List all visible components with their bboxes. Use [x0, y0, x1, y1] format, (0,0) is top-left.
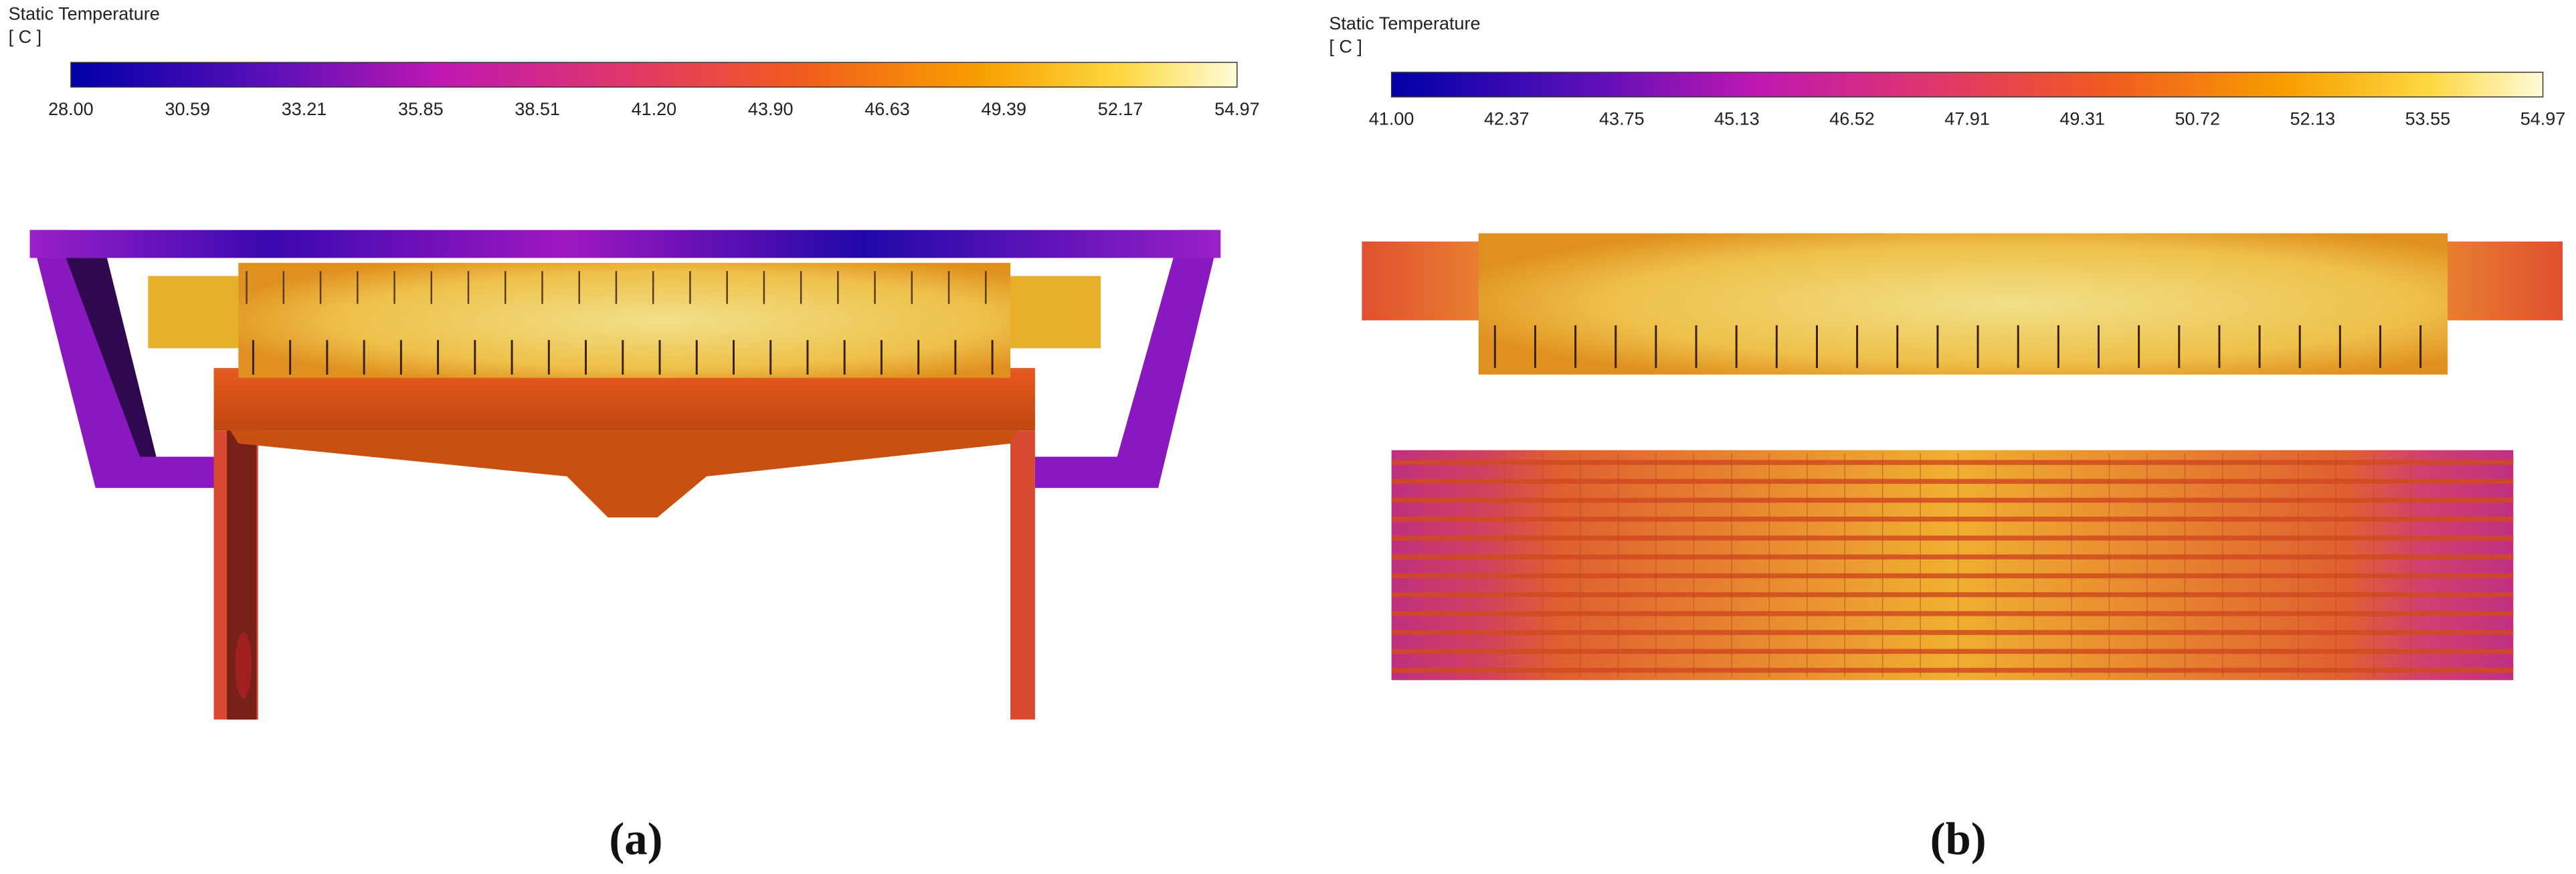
tick-label: 28.00 — [48, 99, 94, 119]
tick-label: 41.00 — [1369, 109, 1414, 129]
tick-label: 42.37 — [1484, 109, 1530, 129]
tick-label: 45.13 — [1714, 109, 1760, 129]
model-b — [1362, 233, 2563, 681]
tick-label: 49.31 — [2059, 109, 2105, 129]
plate — [1391, 592, 2514, 598]
body — [238, 262, 1011, 378]
frame-left — [29, 230, 214, 489]
tick-label: 43.90 — [748, 99, 794, 119]
stand — [213, 367, 1035, 431]
colorbar-ticks: 41.00 42.37 43.75 45.13 46.52 47.91 49.31 50.72… — [1369, 109, 2565, 129]
colorbar — [1390, 72, 2544, 98]
plate — [1391, 630, 2514, 635]
plate — [1391, 611, 2514, 616]
fins — [246, 271, 994, 375]
colorbar-title: Static Temperature — [1329, 13, 1480, 33]
stack — [1391, 450, 2514, 681]
tick-label: 54.97 — [2520, 109, 2566, 129]
tick-label: 52.17 — [1098, 99, 1143, 119]
tick-label: 46.52 — [1829, 109, 1875, 129]
body — [1478, 233, 2448, 375]
colorbar — [70, 62, 1238, 88]
colorbar-ticks: 28.00 30.59 33.21 35.85 38.51 41.20 43.90 46.63… — [48, 99, 1260, 119]
tick-label: 38.51 — [515, 99, 560, 119]
funnel — [230, 430, 1019, 518]
tick-label: 33.21 — [282, 99, 327, 119]
plate — [1391, 573, 2514, 579]
tick-label: 30.59 — [165, 99, 210, 119]
plate — [1391, 497, 2514, 503]
colorbar-title: Static Temperature — [9, 3, 160, 23]
plate — [1391, 517, 2514, 522]
plate — [1391, 460, 2514, 465]
tick-label: 53.55 — [2405, 109, 2451, 129]
plate — [1391, 667, 2514, 673]
tick-label: 47.91 — [1944, 109, 1990, 129]
tick-label: 54.97 — [1214, 99, 1260, 119]
model-a — [29, 230, 1221, 720]
leg-right — [1010, 430, 1035, 720]
tick-label: 43.75 — [1599, 109, 1645, 129]
frame-top — [29, 230, 1221, 258]
tick-label: 35.85 — [398, 99, 444, 119]
plates — [1391, 453, 2514, 677]
plate — [1391, 478, 2514, 484]
plate — [1391, 535, 2514, 541]
colorbar-unit: [ C ] — [9, 27, 42, 47]
frame-shade — [66, 258, 157, 457]
caption: (b) — [1930, 814, 1987, 865]
tick-label: 52.13 — [2290, 109, 2336, 129]
plate — [1391, 648, 2514, 654]
colorbar-unit: [ C ] — [1329, 37, 1362, 57]
fins — [1493, 325, 2422, 368]
frame-right — [1034, 230, 1221, 489]
plate — [1391, 554, 2514, 559]
leg-hole — [235, 632, 252, 699]
tick-label: 46.63 — [864, 99, 910, 119]
tick-label: 41.20 — [632, 99, 677, 119]
caption: (a) — [609, 814, 662, 865]
tick-label: 50.72 — [2175, 109, 2220, 129]
tick-label: 49.39 — [982, 99, 1027, 119]
